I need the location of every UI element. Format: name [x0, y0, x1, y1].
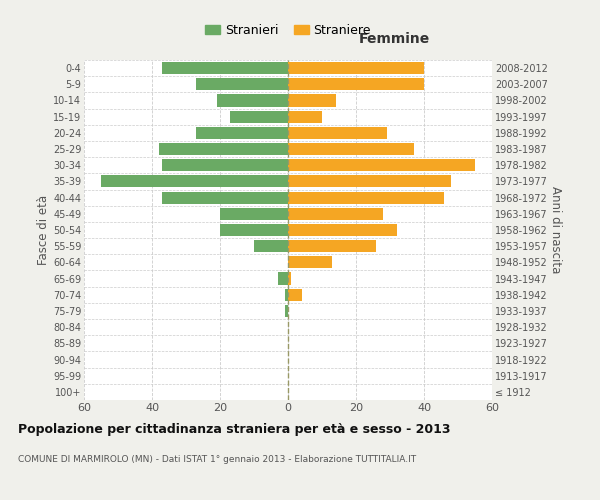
Bar: [101, 176, 288, 188]
Bar: [196, 127, 288, 139]
Bar: [196, 78, 288, 90]
Bar: [288, 208, 383, 220]
Bar: [162, 159, 288, 172]
Text: Popolazione per cittadinanza straniera per età e sesso - 2013: Popolazione per cittadinanza straniera p…: [18, 422, 451, 436]
Bar: [288, 288, 302, 301]
Bar: [230, 110, 288, 122]
Bar: [288, 159, 475, 172]
Y-axis label: Anni di nascita: Anni di nascita: [548, 186, 562, 274]
Bar: [220, 208, 288, 220]
Bar: [288, 240, 376, 252]
Bar: [288, 176, 451, 188]
Bar: [278, 272, 288, 284]
Bar: [284, 288, 288, 301]
Bar: [288, 272, 292, 284]
Bar: [288, 78, 424, 90]
Legend: Stranieri, Straniere: Stranieri, Straniere: [200, 18, 376, 42]
Bar: [288, 127, 386, 139]
Bar: [288, 192, 445, 203]
Bar: [288, 143, 414, 155]
Bar: [217, 94, 288, 106]
Bar: [288, 62, 424, 74]
Bar: [220, 224, 288, 236]
Bar: [159, 143, 288, 155]
Text: Femmine: Femmine: [358, 32, 430, 46]
Text: COMUNE DI MARMIROLO (MN) - Dati ISTAT 1° gennaio 2013 - Elaborazione TUTTITALIA.: COMUNE DI MARMIROLO (MN) - Dati ISTAT 1°…: [18, 455, 416, 464]
Bar: [162, 62, 288, 74]
Y-axis label: Fasce di età: Fasce di età: [37, 195, 50, 265]
Bar: [254, 240, 288, 252]
Bar: [288, 110, 322, 122]
Bar: [284, 305, 288, 317]
Bar: [288, 224, 397, 236]
Bar: [288, 256, 332, 268]
Bar: [162, 192, 288, 203]
Bar: [288, 94, 335, 106]
